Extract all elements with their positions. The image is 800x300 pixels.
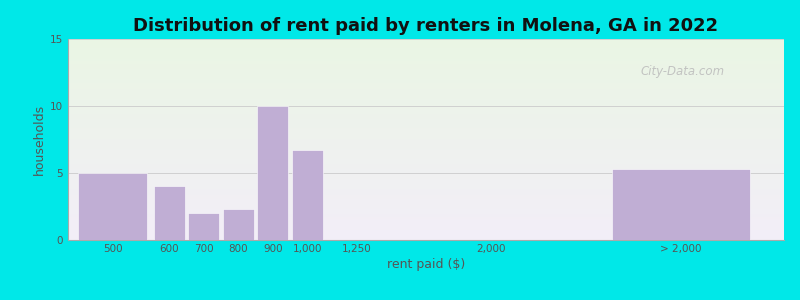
Bar: [189, 213, 219, 240]
Y-axis label: households: households: [33, 104, 46, 175]
Bar: [223, 209, 254, 240]
Title: Distribution of rent paid by renters in Molena, GA in 2022: Distribution of rent paid by renters in …: [134, 17, 718, 35]
Text: City-Data.com: City-Data.com: [641, 65, 725, 78]
Bar: [292, 150, 322, 240]
Bar: [78, 173, 147, 240]
Bar: [258, 106, 288, 240]
Bar: [612, 169, 750, 240]
X-axis label: rent paid ($): rent paid ($): [387, 258, 465, 271]
Bar: [154, 186, 185, 240]
